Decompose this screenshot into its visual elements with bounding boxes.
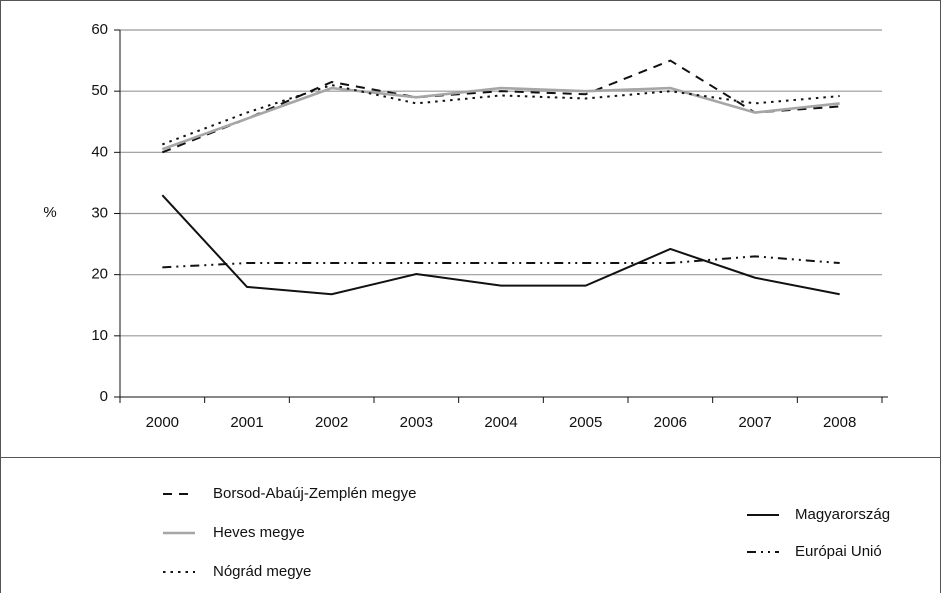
x-tick-label: 2000 [146, 414, 179, 431]
x-tick-label: 2003 [400, 414, 433, 431]
y-tick-label: 0 [100, 388, 108, 405]
y-tick-label: 40 [91, 143, 108, 160]
y-tick-label: 50 [91, 82, 108, 99]
legend-label: Európai Unió [795, 543, 882, 560]
x-tick-label: 2001 [230, 414, 263, 431]
y-tick-label: 20 [91, 266, 108, 283]
line-series [161, 86, 840, 151]
y-axis-label: % [43, 204, 56, 221]
y-tick-label: 30 [91, 204, 108, 221]
x-tick-label: 2006 [654, 414, 687, 431]
y-tick-label: 60 [91, 21, 108, 38]
line-series [161, 194, 840, 296]
legend-label: Borsod-Abaúj-Zemplén megye [213, 485, 416, 502]
x-tick-label: 2004 [484, 414, 517, 431]
line-series [162, 255, 840, 269]
legend-label: Heves megye [213, 524, 305, 541]
x-tick-label: 2007 [738, 414, 771, 431]
x-tick-label: 2002 [315, 414, 348, 431]
line-series [161, 84, 840, 146]
y-tick-label: 10 [91, 327, 108, 344]
line-series [161, 59, 840, 154]
legend-label: Magyarország [795, 506, 890, 523]
legend-label: Nógrád megye [213, 563, 311, 580]
x-tick-label: 2005 [569, 414, 602, 431]
x-tick-label: 2008 [823, 414, 856, 431]
